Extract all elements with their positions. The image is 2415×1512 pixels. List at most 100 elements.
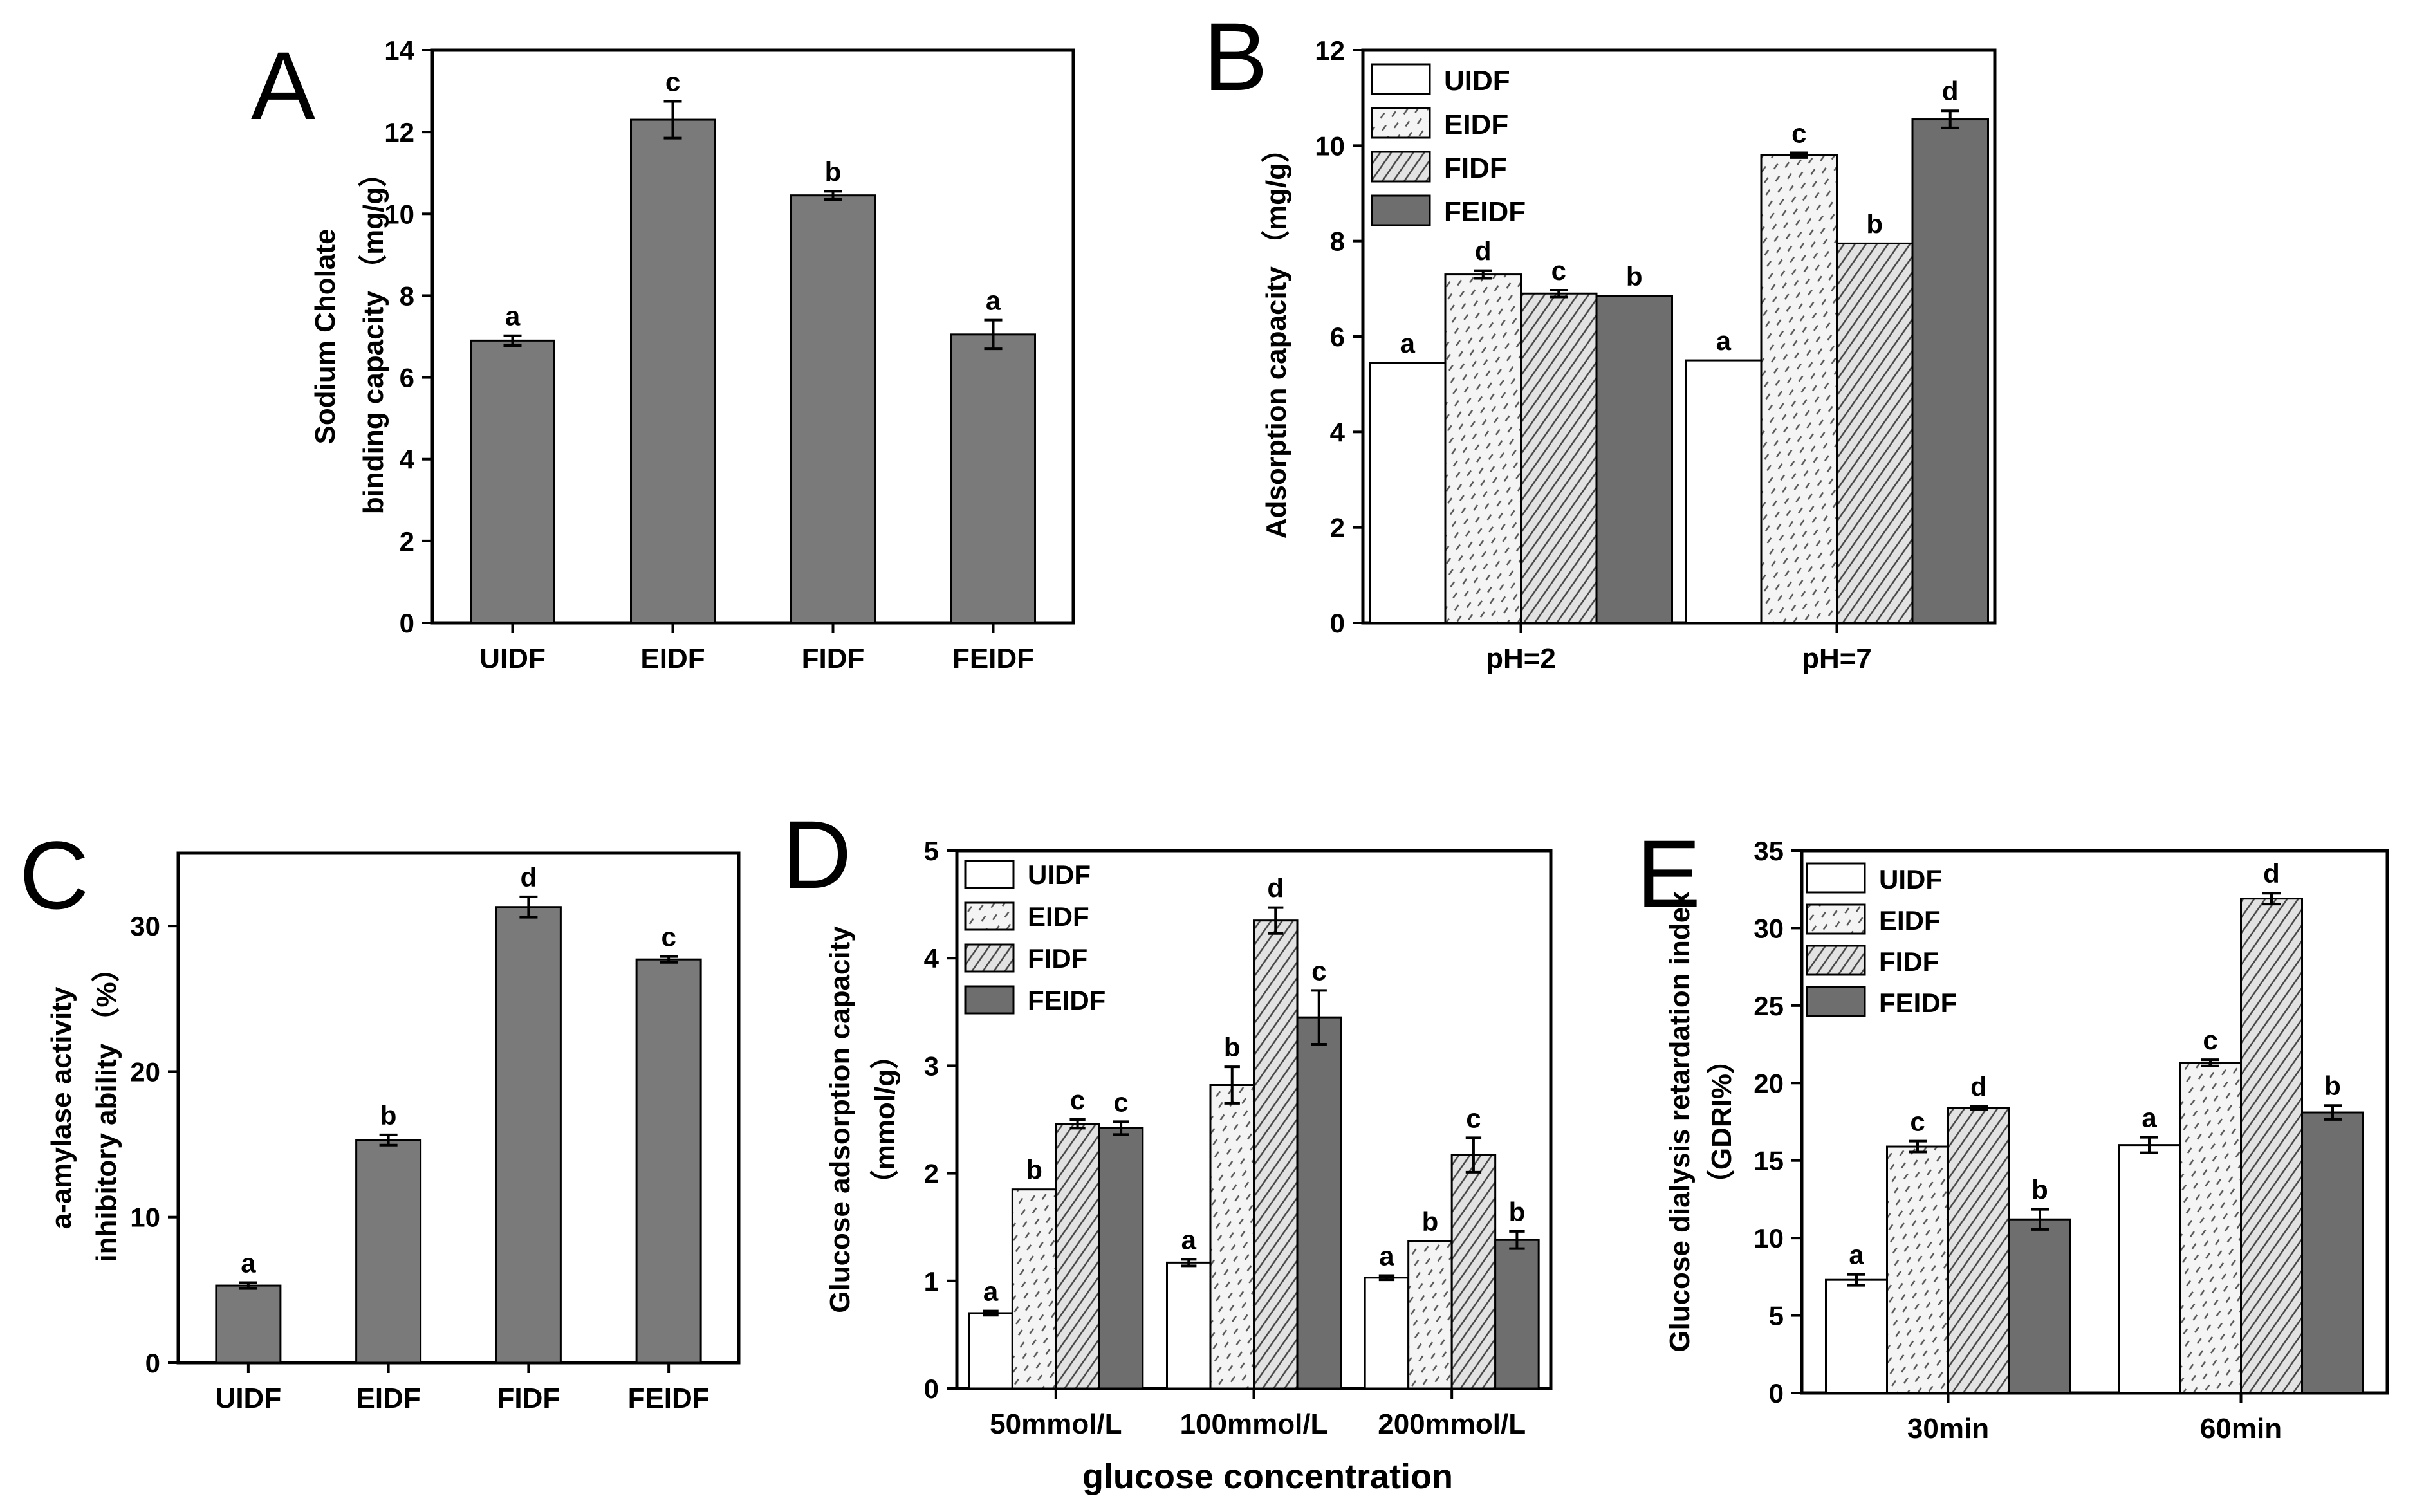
x-tick-label: UIDF (216, 1383, 282, 1414)
significance-letter: c (1791, 118, 1806, 148)
bar-uidf-2 (1364, 1277, 1410, 1390)
bar-fidf-1 (1836, 242, 1914, 624)
legend-label-fidf: FIDF (1028, 943, 1087, 973)
y-axis-label: binding capacity （mg/g） (358, 159, 389, 515)
x-tick-label: 200mmol/L (1378, 1408, 1526, 1440)
y-tick-label: 3 (924, 1051, 939, 1081)
x-tick-label: FIDF (497, 1383, 560, 1414)
y-tick-label: 10 (384, 199, 414, 229)
panel-letter-d: D (782, 800, 851, 908)
bar-fidf-0 (1055, 1123, 1100, 1390)
x-tick-label: 30min (1907, 1413, 1989, 1444)
significance-letter: b (1866, 208, 1883, 239)
bar-value-2 (790, 194, 876, 624)
legend-swatch-fidf (1806, 945, 1866, 976)
y-tick-label: 35 (1753, 836, 1784, 866)
bar-fidf-2 (1450, 1154, 1497, 1390)
panel-letter-c: C (19, 821, 89, 929)
bar-fidf-0 (1947, 1107, 2010, 1394)
significance-letter: b (1224, 1032, 1241, 1062)
significance-letter: a (986, 286, 1001, 316)
significance-letter: a (1716, 326, 1732, 356)
x-tick-label: pH=7 (1802, 643, 1872, 674)
bar-uidf-0 (968, 1312, 1013, 1390)
y-axis-label: Glucose dialysis retardation index (1664, 891, 1696, 1352)
bar-fidf-1 (2240, 898, 2303, 1394)
x-tick-label: 50mmol/L (990, 1408, 1122, 1440)
bar-eidf-1 (2179, 1062, 2242, 1394)
y-tick-label: 2 (400, 526, 414, 557)
axis-frame (430, 48, 1075, 625)
significance-letter: a (505, 301, 521, 331)
significance-letter: b (825, 156, 842, 187)
significance-letter: c (665, 66, 680, 97)
figure-xlabel-glucose-concentration: glucose concentration (1082, 1457, 1453, 1496)
legend-swatch-eidf (1371, 107, 1431, 139)
x-tick-label: UIDF (479, 643, 546, 674)
bar-feidf-0 (1595, 295, 1673, 624)
significance-letter: b (1509, 1197, 1526, 1227)
y-tick-label: 10 (1753, 1223, 1784, 1253)
y-tick-label: 30 (1753, 913, 1784, 943)
legend-swatch-uidf (964, 860, 1015, 889)
significance-letter: b (1422, 1206, 1439, 1237)
bar-value-1 (630, 118, 716, 624)
bar-fidf-1 (1253, 919, 1299, 1390)
significance-letter: d (521, 862, 537, 892)
significance-letter: c (1551, 255, 1566, 286)
legend-label-fidf: FIDF (1879, 946, 1939, 977)
y-tick-label: 0 (400, 608, 414, 638)
significance-letter: a (241, 1248, 256, 1278)
legend-label-feidf: FEIDF (1879, 988, 1957, 1018)
y-tick-label: 4 (924, 943, 939, 973)
y-tick-label: 10 (1315, 131, 1345, 161)
panel-letter-e: E (1636, 820, 1701, 928)
bar-feidf-0 (1098, 1127, 1144, 1390)
significance-letter: b (380, 1100, 397, 1130)
legend-label-fidf: FIDF (1444, 152, 1507, 184)
legend: UIDF EIDF FIDF FEIDF (1806, 862, 1957, 1018)
significance-letter: c (1311, 955, 1326, 986)
y-tick-label: 30 (130, 911, 160, 941)
y-tick-label: 0 (1330, 608, 1345, 638)
bar-uidf-1 (2118, 1144, 2181, 1394)
y-tick-label: 8 (400, 281, 414, 311)
y-axis-label: Glucose adsorption capacity (824, 926, 856, 1313)
y-tick-label: 6 (1330, 322, 1345, 352)
y-tick-label: 1 (924, 1266, 939, 1296)
y-axis-label: Adsorption capacity （mg/g） (1261, 134, 1292, 539)
legend-swatch-uidf (1371, 63, 1431, 95)
bar-eidf-1 (1760, 154, 1838, 624)
legend-swatch-feidf (964, 985, 1015, 1015)
y-axis-label: Sodium Cholate (310, 229, 341, 445)
bar-eidf-0 (1444, 273, 1522, 624)
y-tick-label: 10 (130, 1203, 160, 1233)
bar-fidf-0 (1520, 292, 1598, 624)
x-tick-label: FIDF (802, 643, 865, 674)
x-tick-label: 60min (2200, 1413, 2282, 1444)
y-tick-label: 4 (400, 445, 415, 475)
x-tick-label: pH=2 (1486, 643, 1556, 674)
panel-a: A 0 2 4 6 8 10 12 14 Sodium Cholate binding capaci… (251, 32, 1075, 674)
legend-swatch-eidf (1806, 903, 1866, 935)
y-axis-label: a-amylase activity (46, 986, 77, 1229)
bar-uidf-1 (1166, 1261, 1212, 1390)
significance-letter: c (661, 922, 676, 952)
y-tick-label: 8 (1330, 226, 1345, 257)
axis-frame (176, 851, 741, 1365)
legend: UIDF EIDF FIDF FEIDF (964, 860, 1106, 1015)
panel-letter-b: B (1203, 3, 1268, 111)
legend-label-feidf: FEIDF (1444, 196, 1526, 228)
significance-letter: b (2324, 1071, 2341, 1101)
x-tick-label: EIDF (356, 1383, 421, 1414)
legend-label-eidf: EIDF (1444, 109, 1508, 140)
y-tick-label: 0 (1769, 1378, 1784, 1408)
bar-feidf-2 (1494, 1239, 1540, 1390)
significance-letter: a (1849, 1240, 1864, 1270)
panel-e: E 0 5 10 15 20 25 30 35 Glucose dialysis retardat… (1636, 820, 2389, 1444)
bar-value-1 (355, 1139, 422, 1364)
significance-letter: a (1400, 328, 1416, 358)
significance-letter: c (1070, 1085, 1085, 1115)
